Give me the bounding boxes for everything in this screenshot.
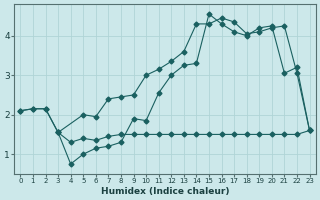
X-axis label: Humidex (Indice chaleur): Humidex (Indice chaleur) <box>101 187 229 196</box>
